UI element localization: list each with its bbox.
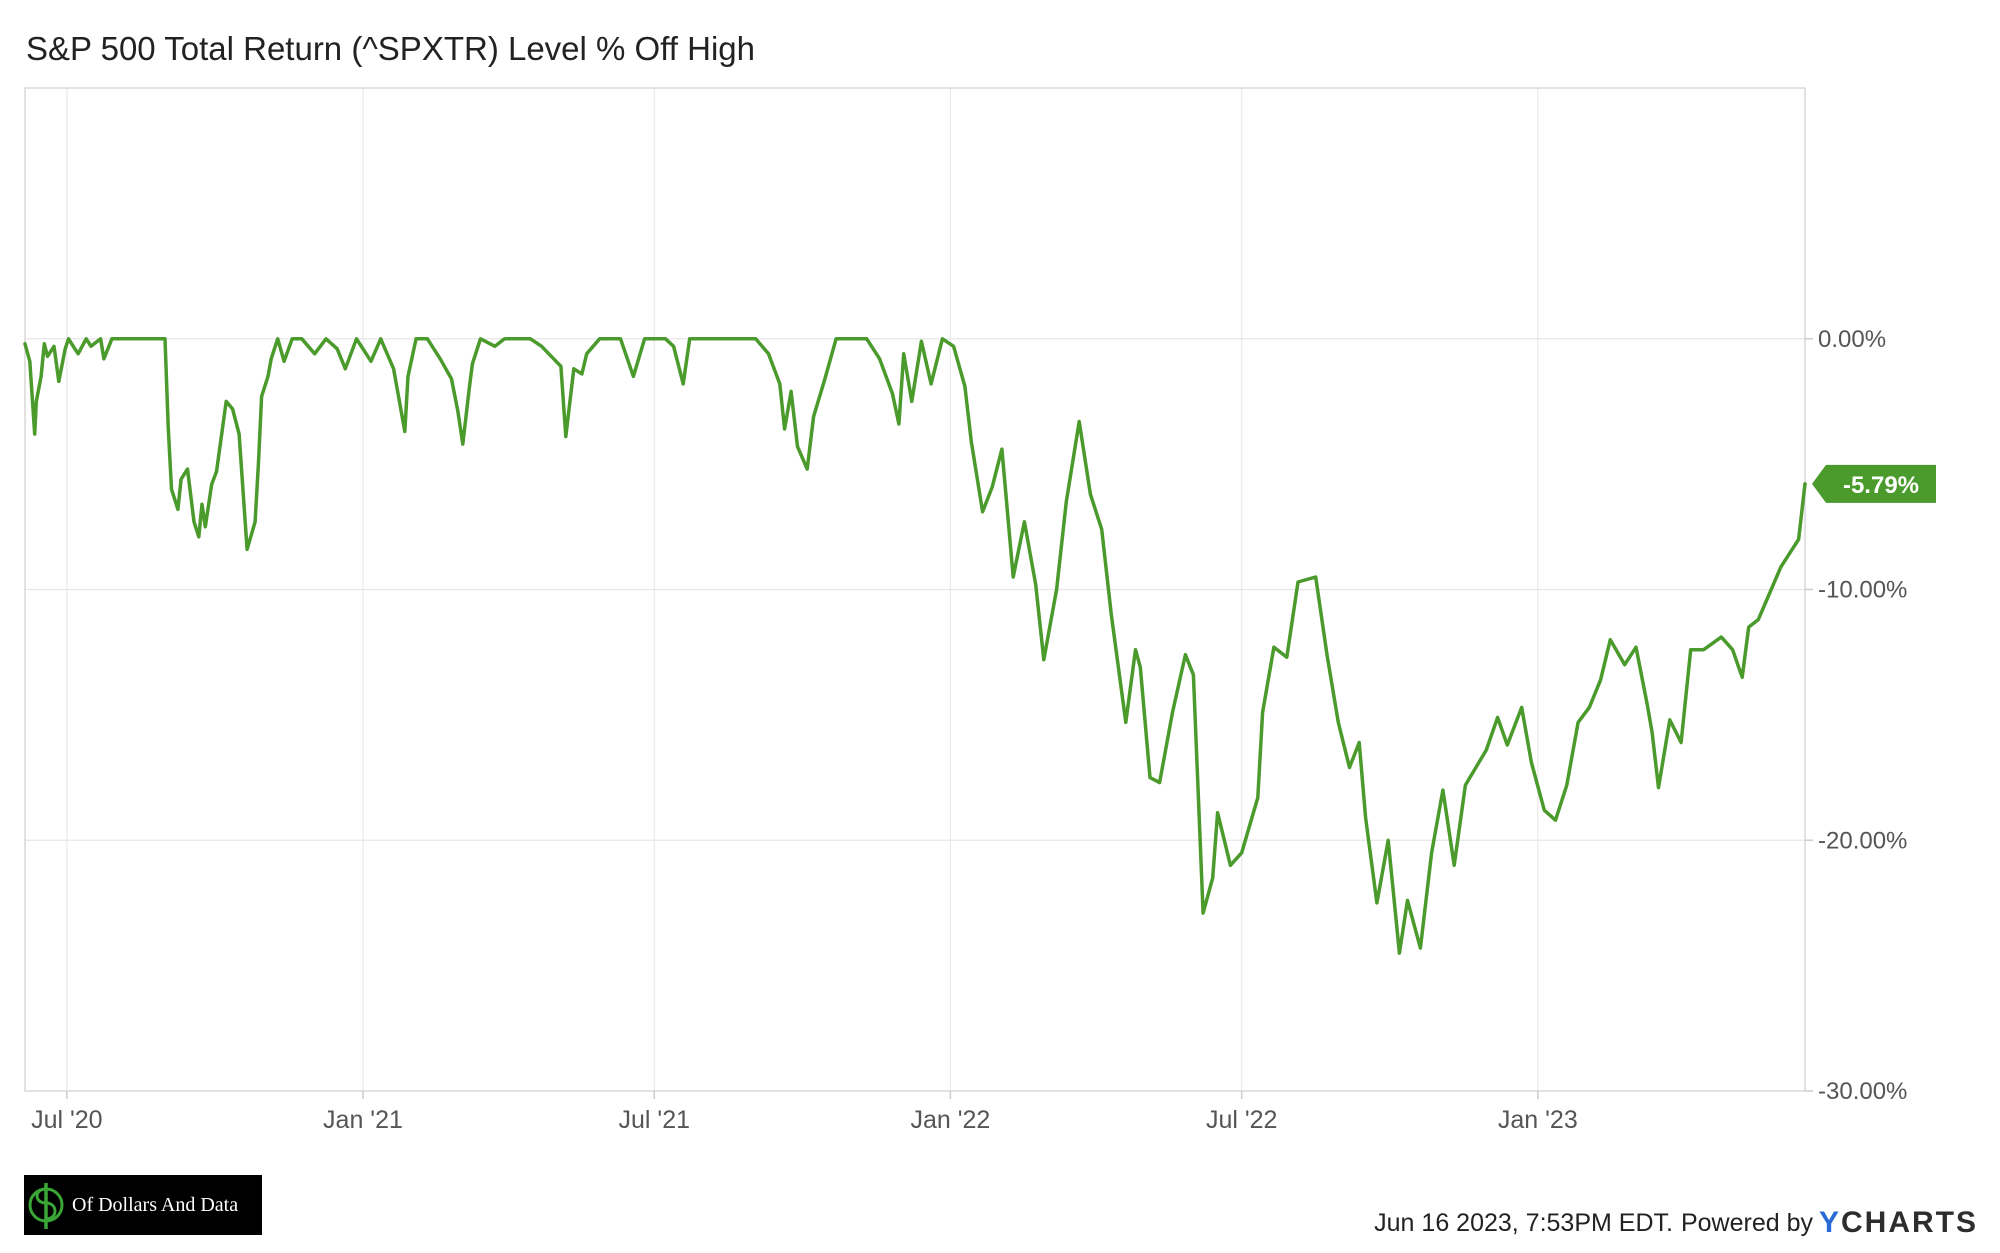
series-line [23, 337, 1807, 955]
footer-powered-by: Powered by [1680, 1208, 1813, 1237]
x-tick-label: Jul '21 [619, 1106, 690, 1134]
logo-text: Of Dollars And Data [72, 1193, 239, 1216]
grid-lines [25, 88, 1805, 1091]
last-value-badge-shape [1812, 464, 1936, 503]
chart-title: S&P 500 Total Return (^SPXTR) Level % Of… [26, 30, 755, 67]
x-axis: Jul '20 Jan '21 Jul '21 Jan '22 Jul '22 Jan '… [31, 1091, 1578, 1134]
last-value-label: -5.79% [1843, 472, 1919, 499]
y-tick-label: -10.00% [1818, 577, 1907, 604]
x-tick-label: Jan '21 [323, 1106, 403, 1134]
ycharts-logo-rest: CHARTS [1841, 1206, 1978, 1239]
y-axis: 0.00% -10.00% -20.00% -30.00% [1805, 326, 1907, 1105]
x-tick-label: Jan '23 [1498, 1106, 1578, 1134]
y-tick-label: -20.00% [1818, 827, 1907, 854]
ycharts-logo-y: Y [1818, 1206, 1841, 1239]
footer-timestamp: Jun 16 2023, 7:53PM EDT. [1374, 1208, 1673, 1237]
ycharts-logo[interactable]: YCHARTS [1819, 1206, 1978, 1240]
y-tick-label: 0.00% [1818, 326, 1886, 353]
x-tick-label: Jul '22 [1206, 1106, 1277, 1134]
y-tick-label: -30.00% [1818, 1078, 1907, 1105]
footer: Jun 16 2023, 7:53PM EDT. Powered by YCHA… [1374, 1205, 1978, 1241]
last-value-badge: -5.79% [1812, 464, 1936, 503]
dollar-sign-icon [24, 1175, 70, 1235]
of-dollars-and-data-logo: Of Dollars And Data [24, 1175, 262, 1235]
x-tick-label: Jan '22 [910, 1106, 990, 1134]
x-tick-label: Jul '20 [31, 1106, 102, 1134]
